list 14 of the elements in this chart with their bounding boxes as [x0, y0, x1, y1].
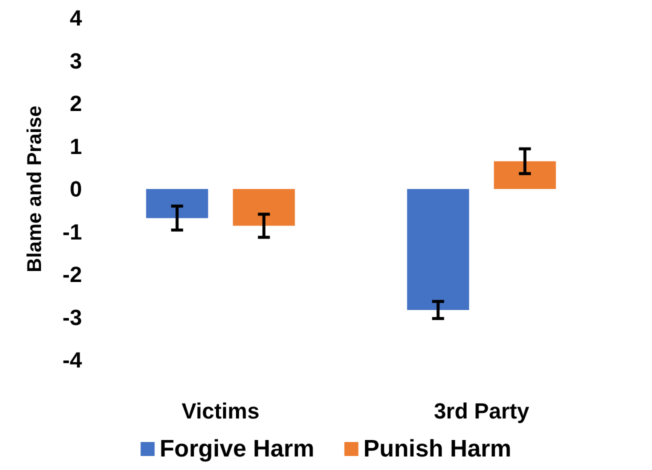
legend-label: Punish Harm — [363, 436, 512, 462]
y-tick-label: -1 — [62, 219, 82, 244]
y-tick-label: 1 — [70, 134, 82, 159]
y-tick-label: -3 — [62, 304, 82, 330]
legend-label: Forgive Harm — [160, 436, 314, 462]
y-tick-label: 2 — [70, 91, 82, 116]
y-tick-label: -2 — [62, 262, 82, 287]
y-tick-label: 4 — [70, 6, 83, 30]
y-tick-label: 3 — [70, 48, 82, 74]
y-axis-title: Blame and Praise — [24, 106, 46, 272]
y-tick-label: 0 — [70, 176, 82, 202]
x-tick-label: Victims — [182, 398, 260, 424]
y-tick-label: -4 — [62, 348, 83, 372]
x-tick-label: 3rd Party — [434, 398, 530, 424]
